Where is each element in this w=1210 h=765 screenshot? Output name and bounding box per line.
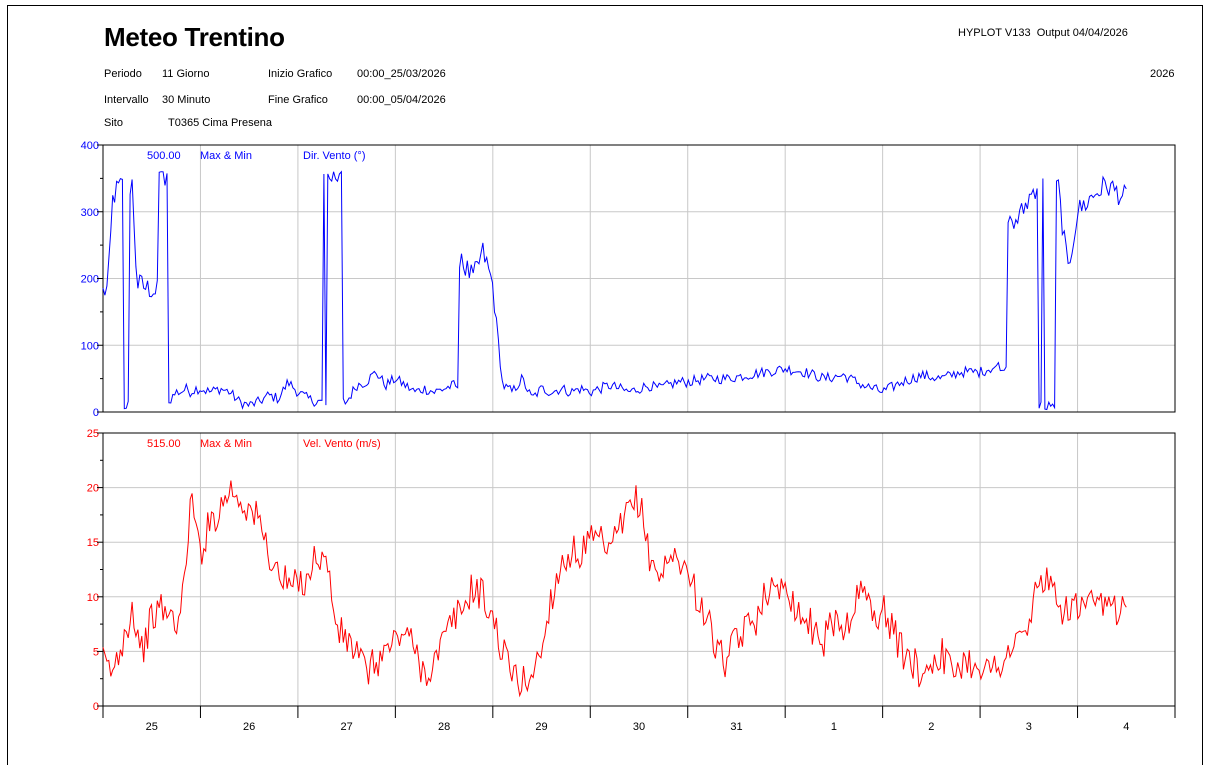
inizio-value: 00:00_25/03/2026: [357, 68, 446, 80]
sito-value: T0365 Cima Presena: [168, 117, 272, 129]
x-tick-label: 4: [1123, 721, 1129, 733]
y-tick-label: 200: [81, 274, 99, 286]
x-tick-label: 29: [535, 721, 547, 733]
y-tick-label: 20: [87, 483, 99, 495]
y-tick-label: 300: [81, 207, 99, 219]
fine-label: Fine Grafico: [268, 94, 328, 106]
series-label: Dir. Vento (°): [303, 150, 365, 162]
series-stat: Max & Min: [200, 438, 252, 450]
series-line-dir: [102, 170, 1127, 411]
series-code: 515.00: [147, 438, 181, 450]
x-tick-label: 30: [633, 721, 645, 733]
periodo-value: 11 Giorno: [162, 68, 210, 80]
x-tick-label: 25: [146, 721, 158, 733]
series-line-vel: [102, 480, 1127, 698]
software-version: HYPLOT V133 Output 04/04/2026: [958, 27, 1128, 39]
periodo-label: Periodo: [104, 68, 142, 80]
page-frame: [7, 5, 1203, 765]
y-tick-label: 5: [93, 646, 99, 658]
x-tick-label: 27: [341, 721, 353, 733]
series-code: 500.00: [147, 150, 181, 162]
x-axis: 25 26 27 28 29 30 31 1 2 3 4: [102, 706, 1176, 733]
page-title: Meteo Trentino: [104, 22, 285, 52]
year-label: 2026: [1150, 68, 1175, 80]
chart-panel-dir: 0 100 200 300 400 500.00 Max & Min Dir. Vento (…: [81, 140, 1176, 419]
chart-panel-vel: 0 5 10 15 20 25 515.00 Max & Min Vel. Vento (m/s…: [87, 428, 1176, 713]
series-label: Vel. Vento (m/s): [303, 438, 381, 450]
y-tick-label: 100: [81, 340, 99, 352]
x-tick-label: 28: [438, 721, 450, 733]
x-tick-label: 3: [1026, 721, 1032, 733]
y-tick-label: 25: [87, 428, 99, 440]
x-tick-label: 26: [243, 721, 255, 733]
intervallo-value: 30 Minuto: [162, 94, 211, 106]
y-tick-label: 0: [93, 701, 99, 713]
series-stat: Max & Min: [200, 150, 252, 162]
x-tick-label: 31: [730, 721, 742, 733]
sito-label: Sito: [104, 117, 123, 129]
inizio-label: Inizio Grafico: [268, 68, 333, 80]
fine-value: 00:00_05/04/2026: [357, 94, 446, 106]
plot-frame: [102, 432, 1176, 707]
x-tick-label: 1: [831, 721, 837, 733]
y-tick-label: 15: [87, 537, 99, 549]
x-tick-label: 2: [928, 721, 934, 733]
y-tick-label: 0: [93, 407, 99, 419]
y-tick-label: 400: [81, 140, 99, 152]
y-tick-label: 10: [87, 592, 99, 604]
intervallo-label: Intervallo: [104, 94, 149, 106]
